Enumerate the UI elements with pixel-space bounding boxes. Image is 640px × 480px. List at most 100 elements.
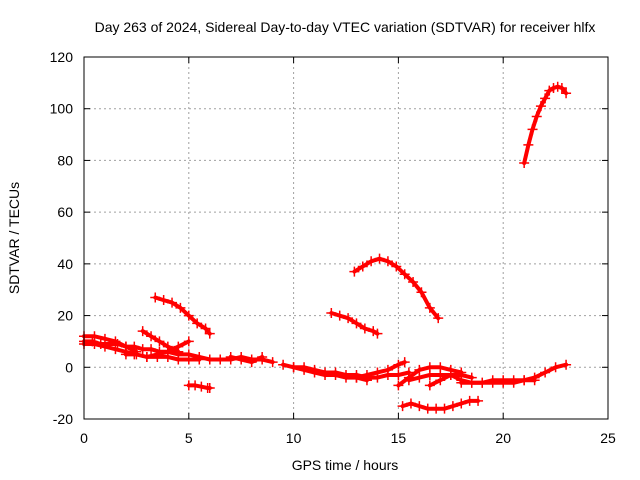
data-point [531, 111, 542, 122]
data-point [548, 83, 559, 94]
series-arc-7 [150, 292, 215, 339]
series-arc-10 [225, 351, 268, 368]
x-tick-label: 15 [391, 430, 407, 446]
data-point [278, 359, 289, 370]
data-point [104, 339, 115, 350]
data-point [158, 295, 169, 306]
data-point [519, 158, 530, 169]
series-arc-14 [326, 307, 383, 339]
data-point [175, 302, 186, 313]
axis-ticks [83, 56, 609, 420]
data-point [391, 261, 402, 272]
data-point [414, 401, 425, 412]
data-point [95, 339, 106, 350]
data-point [299, 364, 310, 375]
data-point [399, 357, 410, 368]
data-point [129, 341, 140, 352]
data-point [194, 354, 205, 365]
data-point [445, 370, 456, 381]
data-point [351, 372, 362, 383]
data-point [267, 357, 278, 368]
data-point [422, 403, 433, 414]
data-point [200, 323, 211, 334]
data-point [167, 297, 178, 308]
data-point [137, 344, 148, 355]
y-tick-labels: -20 0 20 40 60 80 100 120 [50, 49, 74, 427]
data-point [190, 380, 201, 391]
y-tick-label: 80 [57, 152, 73, 168]
data-point [439, 403, 450, 414]
data-point [150, 292, 161, 303]
x-tick-label: 10 [286, 430, 302, 446]
data-point [487, 377, 498, 388]
series-arc-19 [397, 395, 484, 414]
data-point [154, 336, 165, 347]
data-point [326, 307, 337, 318]
data-point [137, 326, 148, 337]
data-point [330, 370, 341, 381]
data-point [343, 313, 354, 324]
data-point [196, 381, 207, 392]
series-arc-8 [183, 380, 215, 393]
data-point [523, 139, 534, 150]
data-point [424, 302, 435, 313]
data-point [341, 372, 351, 383]
series-trace [228, 354, 265, 365]
data-point [204, 382, 215, 393]
data-point [393, 370, 404, 381]
x-tick-label: 5 [185, 430, 193, 446]
series-arc-6 [141, 336, 194, 362]
data-point [357, 261, 368, 272]
series-trace [400, 398, 480, 411]
data-point [246, 357, 257, 368]
data-point [382, 256, 393, 267]
data-point [431, 403, 442, 414]
data-point [540, 93, 551, 104]
data-point [374, 253, 385, 264]
y-tick-label: 100 [50, 101, 74, 117]
data-point [112, 339, 123, 350]
data-point [529, 375, 540, 386]
data-point [288, 362, 299, 373]
data-point [141, 351, 152, 362]
x-tick-label: 0 [80, 430, 88, 446]
data-point [236, 354, 247, 365]
data-point [131, 349, 142, 360]
data-point [408, 276, 419, 287]
data-point [527, 124, 538, 135]
data-point [366, 256, 377, 267]
x-tick-label: 20 [495, 430, 511, 446]
data-point [447, 401, 458, 412]
data-point [87, 336, 98, 347]
data-point [416, 287, 427, 298]
data-point [403, 375, 414, 386]
data-point [393, 380, 404, 391]
data-point [498, 377, 509, 388]
data-point [477, 377, 488, 388]
data-point [152, 349, 163, 360]
data-point [552, 81, 563, 92]
data-point [120, 349, 131, 360]
plot-frame [83, 56, 609, 420]
data-point [435, 375, 446, 386]
y-tick-label: 60 [57, 204, 73, 220]
data-point [372, 367, 383, 378]
data-point [397, 401, 408, 412]
data-point [183, 310, 194, 321]
y-tick-label: 0 [65, 359, 73, 375]
data-point [382, 364, 393, 375]
data-point [183, 336, 194, 347]
data-point [399, 269, 410, 280]
data-point [508, 377, 519, 388]
data-point [361, 370, 372, 381]
data-point [334, 310, 345, 321]
data-point [433, 313, 444, 324]
data-point [456, 398, 467, 409]
series-arc-15 [349, 253, 444, 324]
x-tick-label: 25 [600, 430, 616, 446]
grid [84, 57, 608, 419]
data-point [519, 375, 530, 386]
data-point [561, 359, 572, 370]
chart-title: Day 263 of 2024, Sidereal Day-to-day VTE… [95, 19, 596, 35]
